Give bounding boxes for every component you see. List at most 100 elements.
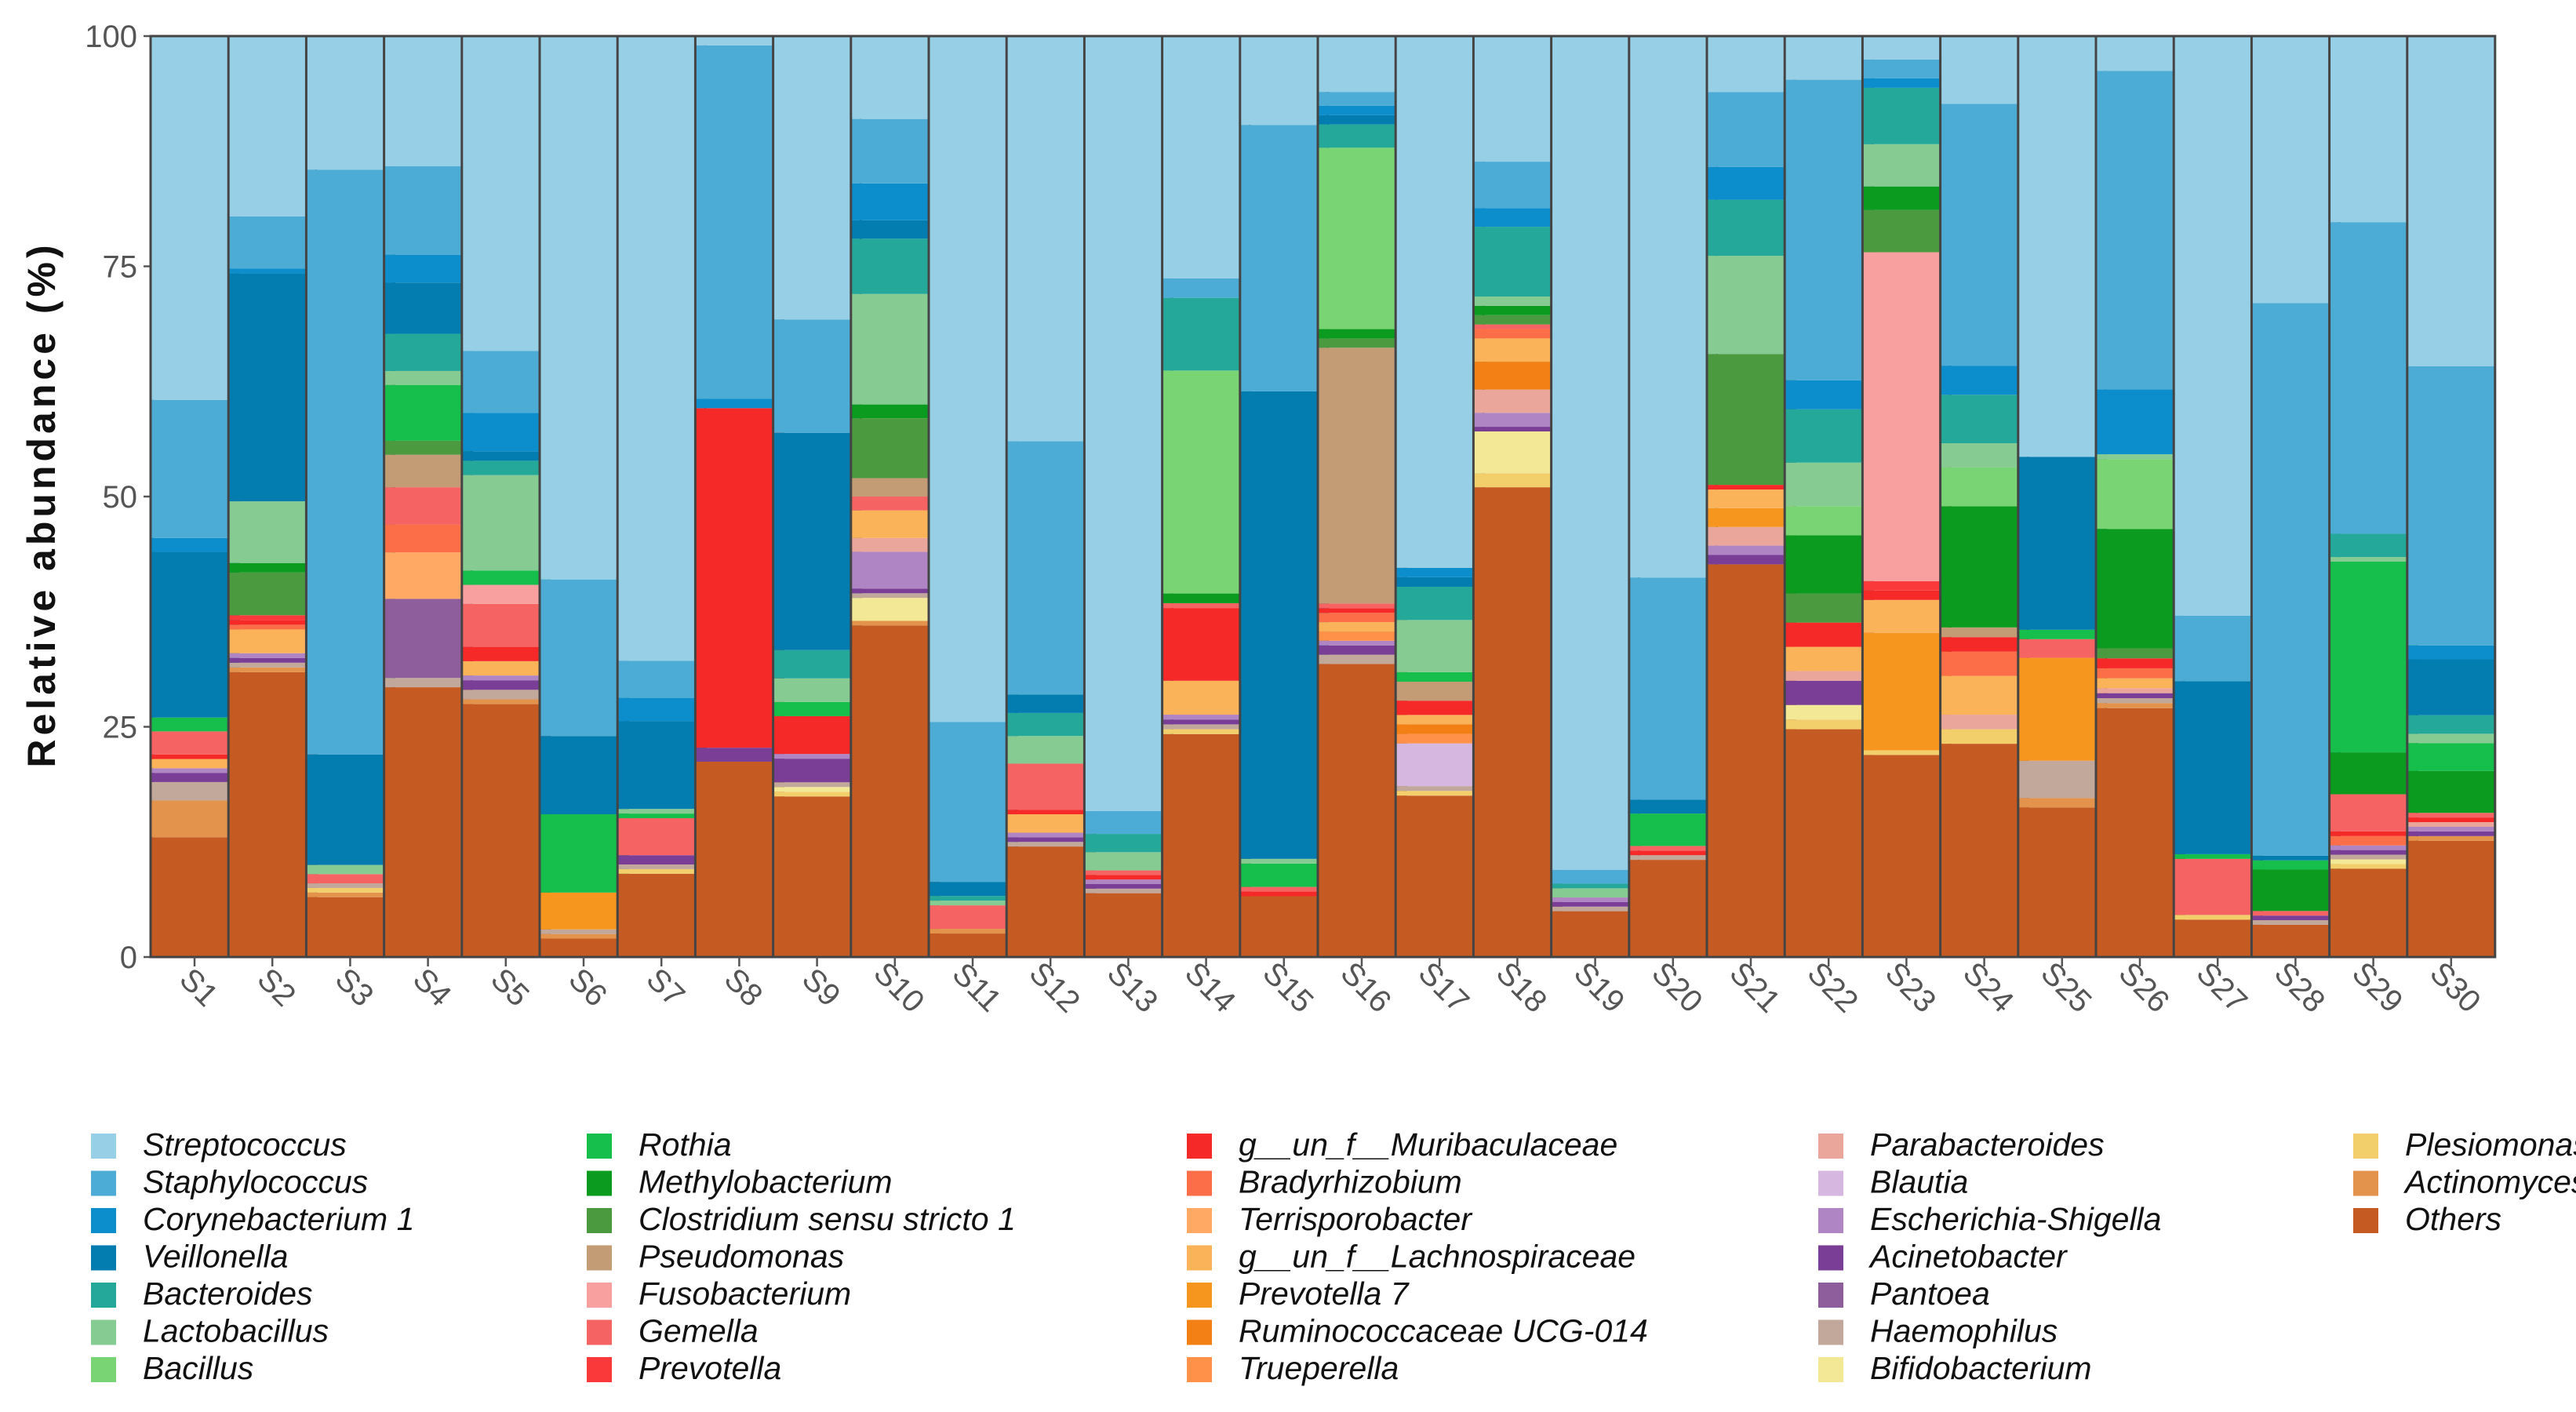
bar-s9: [772, 35, 863, 959]
segment-s5-corynebacterium-1: [461, 413, 550, 452]
segment-s9-haemophilus: [773, 782, 861, 788]
segment-s22-lactobacillus: [1785, 462, 1873, 507]
x-tick-label-s26: S26: [2112, 955, 2175, 1019]
segment-s9-escherichia-shigella: [773, 754, 861, 759]
segment-s2-staphylococcus: [228, 216, 317, 269]
segment-s7-corynebacterium-1: [617, 697, 706, 722]
segment-s21-corynebacterium-1: [1707, 166, 1795, 200]
segment-s12-bacteroides: [1006, 712, 1095, 737]
x-tick-label-s23: S23: [1879, 955, 1942, 1019]
legend-swatch: [587, 1283, 612, 1308]
x-tick-label-s9: S9: [795, 962, 847, 1014]
segment-s1-acinetobacter: [151, 773, 238, 782]
x-tick-label-s25: S25: [2034, 955, 2098, 1019]
segment-s9-plesiomonas: [773, 792, 861, 797]
segment-s26-g-un-f-lachnospiraceae: [2096, 678, 2184, 689]
segment-s10-clostridium-sensu-stricto-1: [850, 418, 939, 479]
segment-s30-parabacteroides: [2407, 822, 2495, 827]
legend-item-rothia: Rothia: [587, 1126, 732, 1163]
segment-s20-rothia: [1628, 813, 1717, 846]
segment-s17-blautia: [1395, 743, 1484, 787]
segment-s17-veillonella: [1395, 577, 1484, 587]
segment-s5-lactobacillus: [461, 475, 550, 571]
segment-s17-bacteroides: [1395, 586, 1484, 620]
segment-s30-veillonella: [2407, 659, 2495, 715]
segment-s3-staphylococcus: [306, 169, 395, 755]
segment-s2-bradyrhizobium: [228, 624, 317, 630]
segment-s25-veillonella: [2018, 457, 2106, 630]
bar-s28: [2250, 35, 2341, 959]
segment-s4-terrisporobacter: [384, 552, 472, 599]
x-axis: S1 S2 S3 S4 S5 S6 S7 S8 S9 S10 S11 S12 S13 S14 S15 S16 S…: [173, 955, 2487, 1019]
segment-s17-others: [1395, 795, 1484, 957]
segment-s17-plesiomonas: [1395, 791, 1484, 796]
segment-s23-fusobacterium: [1862, 252, 1951, 581]
y-axis: 0 25 50 75 100: [85, 20, 155, 975]
segment-s28-veillonella: [2251, 855, 2340, 861]
legend-label: Staphylococcus: [143, 1164, 368, 1200]
segment-s16-corynebacterium-1: [1318, 105, 1406, 115]
bar-s22: [1783, 35, 1874, 959]
segment-s11-staphylococcus: [929, 722, 1017, 883]
segment-s24-plesiomonas: [1940, 729, 2028, 744]
segment-s24-lactobacillus: [1940, 443, 2028, 468]
segment-s20-others: [1628, 860, 1717, 957]
segment-s1-streptococcus: [151, 36, 238, 400]
segment-s14-methylobacterium: [1162, 593, 1250, 603]
segment-s9-staphylococcus: [773, 319, 861, 433]
bar-s7: [616, 35, 707, 959]
bar-s29: [2328, 35, 2419, 959]
legend-label: Pantoea: [1870, 1276, 1990, 1312]
segment-s15-gemella: [1239, 886, 1328, 892]
segment-s25-actinomyces: [2018, 798, 2106, 808]
legend-item-actinomyces: Actinomyces: [2353, 1164, 2576, 1200]
segment-s14-streptococcus: [1162, 36, 1250, 278]
segment-s25-prevotella-7: [2018, 657, 2106, 761]
x-tick-label-s8: S8: [718, 962, 770, 1014]
segment-s13-bacteroides: [1084, 834, 1173, 853]
segment-s6-prevotella-7: [540, 892, 628, 930]
segment-s24-others: [1940, 744, 2028, 957]
segment-s21-streptococcus: [1707, 36, 1795, 93]
legend-swatch: [1818, 1134, 1843, 1159]
segment-s16-streptococcus: [1318, 36, 1406, 93]
segment-s7-rothia: [617, 813, 706, 819]
segment-s28-rothia: [2251, 860, 2340, 870]
segment-s21-others: [1707, 564, 1795, 957]
segment-s10-lactobacillus: [850, 293, 939, 405]
bar-s30: [2406, 35, 2497, 959]
segment-s23-staphylococcus: [1862, 59, 1951, 78]
x-tick-label-s5: S5: [484, 962, 536, 1014]
segment-s2-methylobacterium: [228, 562, 317, 573]
segment-s23-methylobacterium: [1862, 186, 1951, 210]
segment-s16-others: [1318, 664, 1406, 957]
segment-s21-lactobacillus: [1707, 256, 1795, 355]
segment-s13-escherichia-shigella: [1084, 879, 1173, 885]
x-tick-label-s15: S15: [1256, 955, 1319, 1019]
legend-swatch: [2353, 1208, 2378, 1233]
segment-s10-pseudomonas: [850, 478, 939, 497]
segment-s23-plesiomonas: [1862, 750, 1951, 755]
segment-s9-acinetobacter: [773, 759, 861, 783]
legend-item-methylobacterium: Methylobacterium: [587, 1164, 893, 1200]
x-tick-label-s7: S7: [640, 962, 692, 1014]
segment-s6-actinomyces: [540, 933, 628, 939]
segment-s30-streptococcus: [2407, 36, 2495, 366]
legend-swatch: [91, 1134, 116, 1159]
segment-s18-ruminococcaceae-ucg-014: [1473, 362, 1562, 390]
legend-item-bradyrhizobium: Bradyrhizobium: [1187, 1164, 1462, 1200]
segment-s15-veillonella: [1239, 391, 1328, 859]
y-tick-label: 75: [103, 250, 138, 285]
segment-s5-gemella: [461, 603, 550, 647]
segment-s5-streptococcus: [461, 36, 550, 351]
segment-s13-streptococcus: [1084, 36, 1173, 812]
legend-label: Corynebacterium 1: [143, 1201, 414, 1237]
segment-s17-ruminococcaceae-ucg-014: [1395, 724, 1484, 734]
segment-s18-bradyrhizobium: [1473, 329, 1562, 339]
x-tick-label-s11: S11: [946, 956, 1008, 1018]
segment-s3-actinomyces: [306, 892, 395, 897]
bar-s12: [1005, 35, 1096, 959]
y-tick-label: 100: [85, 20, 137, 54]
segment-s30-gemella: [2407, 813, 2495, 818]
segment-s7-streptococcus: [617, 36, 706, 661]
